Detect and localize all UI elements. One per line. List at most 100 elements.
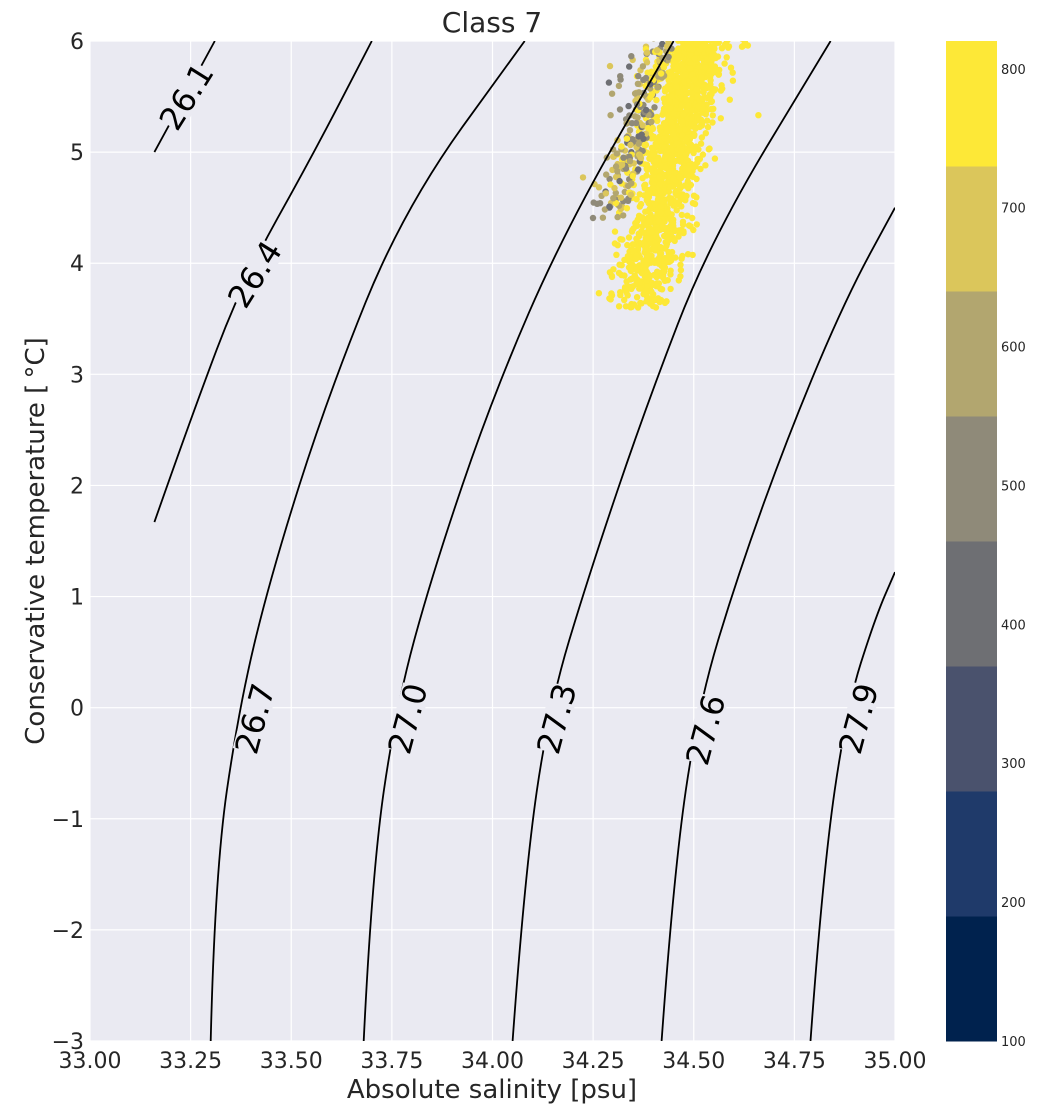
scatter-point <box>682 151 690 158</box>
scatter-point <box>617 73 624 80</box>
scatter-point <box>681 41 687 42</box>
scatter-point <box>693 221 700 228</box>
scatter-point <box>619 236 626 243</box>
scatter-point <box>690 192 698 199</box>
scatter-point <box>620 212 627 219</box>
y-axis-label: Conservative temperature [ °C] <box>21 337 51 744</box>
scatter-point <box>653 96 660 104</box>
scatter-point <box>618 143 625 150</box>
scatter-point <box>728 33 734 39</box>
scatter-point <box>689 41 692 42</box>
scatter-point <box>624 197 632 204</box>
scatter-point <box>623 205 631 212</box>
scatter-point <box>707 106 715 113</box>
scatter-point <box>668 119 675 127</box>
x-axis-label: Absolute salinity [psu] <box>347 1075 637 1105</box>
scatter-point <box>677 41 681 42</box>
scatter-point <box>615 269 623 277</box>
y-tick-label: −1 <box>52 808 84 833</box>
scatter-point <box>632 33 638 39</box>
scatter-point <box>659 223 667 230</box>
scatter-point <box>623 135 631 142</box>
scatter-point <box>653 47 661 54</box>
scatter-point <box>653 136 660 144</box>
scatter-point <box>610 266 617 273</box>
scatter-point <box>595 184 603 191</box>
scatter-point <box>611 184 618 192</box>
scatter-point <box>700 89 707 96</box>
x-tick-label: 34.25 <box>562 1049 625 1074</box>
scatter-point <box>693 86 701 93</box>
scatter-point <box>651 41 656 42</box>
scatter-point <box>665 169 673 176</box>
contour-label-gap <box>156 60 217 133</box>
scatter-point <box>718 82 725 89</box>
colorbar-tick-label: 400 <box>1001 618 1026 633</box>
scatter-point <box>657 147 664 155</box>
scatter-point <box>627 191 635 198</box>
scatter-point <box>626 63 633 70</box>
scatter-point <box>679 66 687 73</box>
scatter-point <box>677 266 685 274</box>
scatter-point <box>620 154 627 161</box>
scatter-point <box>642 106 650 114</box>
grid-lines <box>89 40 896 1042</box>
scatter-point <box>683 192 690 200</box>
scatter-point <box>639 175 646 182</box>
scatter-point <box>612 199 620 207</box>
scatter-point <box>701 41 708 49</box>
scatter-point <box>685 173 692 180</box>
scatter-point <box>635 140 642 147</box>
scatter-point <box>596 200 604 207</box>
scatter-point <box>726 96 733 103</box>
scatter-point <box>636 191 643 198</box>
x-tick-label: 33.50 <box>260 1049 323 1074</box>
scatter-point <box>678 33 684 39</box>
scatter-point <box>644 282 651 289</box>
scatter-point <box>702 63 709 71</box>
scatter-point <box>628 180 635 187</box>
scatter-point <box>626 158 634 165</box>
scatter-point <box>607 112 614 119</box>
scatter-point <box>702 111 709 118</box>
scatter-point <box>712 41 715 42</box>
scatter-point <box>682 85 689 92</box>
contour-label-gap <box>225 238 285 311</box>
scatter-point <box>704 123 712 131</box>
scatter-point <box>661 277 669 284</box>
scatter-point <box>741 41 749 46</box>
scatter-point <box>664 237 672 244</box>
scatter-point <box>640 229 647 236</box>
contour-label-gap <box>836 682 882 756</box>
scatter-point <box>628 53 635 60</box>
x-tick-label: 34.00 <box>461 1049 524 1074</box>
scatter-point <box>684 41 691 46</box>
scatter-point <box>702 34 708 40</box>
scatter-point <box>679 111 687 118</box>
scatter-point <box>684 41 687 42</box>
scatter-point <box>685 165 692 173</box>
scatter-point <box>694 155 701 163</box>
scatter-point <box>634 114 641 121</box>
scatter-point <box>665 150 672 157</box>
scatter-point <box>661 99 669 106</box>
scatter-point <box>678 102 685 110</box>
scatter-point <box>625 234 633 241</box>
scatter-point <box>672 77 680 85</box>
colorbar-segment <box>946 666 997 792</box>
scatter-point <box>657 70 665 77</box>
scatter-point <box>633 294 641 301</box>
scatter-point <box>630 225 637 232</box>
scatter-point <box>699 151 707 158</box>
scatter-point <box>683 96 690 103</box>
colorbar-segment <box>946 916 997 1042</box>
contour-labels: 26.126.426.7 27.0 27.3 27.6 27.9 <box>152 56 887 769</box>
scatter-point <box>637 299 644 307</box>
scatter-point <box>689 214 696 222</box>
scatter-point <box>607 296 614 303</box>
chart-title: Class 7 <box>442 6 542 39</box>
scatter-point <box>611 240 619 247</box>
scatter-point <box>630 241 637 248</box>
scatter-point <box>626 127 634 134</box>
scatter-point <box>684 212 691 219</box>
